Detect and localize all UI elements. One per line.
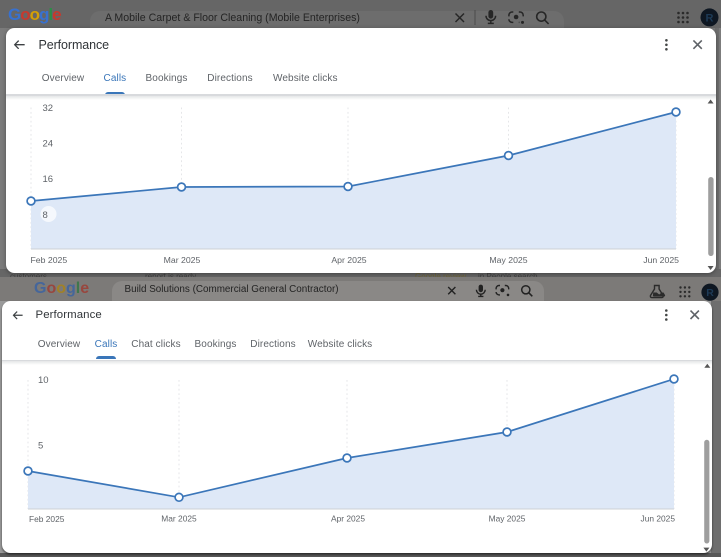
svg-text:May 2025: May 2025 xyxy=(489,514,526,524)
svg-text:R: R xyxy=(706,12,714,24)
svg-text:Jun 2025: Jun 2025 xyxy=(643,255,679,265)
svg-text:R: R xyxy=(706,287,714,299)
svg-text:Apr 2025: Apr 2025 xyxy=(331,514,365,524)
svg-text:24: 24 xyxy=(43,138,54,149)
svg-text:8: 8 xyxy=(43,210,48,221)
svg-text:Apr 2025: Apr 2025 xyxy=(331,255,366,265)
svg-text:Jun 2025: Jun 2025 xyxy=(641,514,676,524)
svg-text:Mar 2025: Mar 2025 xyxy=(164,255,201,265)
svg-text:5: 5 xyxy=(38,440,43,451)
svg-text:May 2025: May 2025 xyxy=(489,255,527,265)
svg-text:Feb 2025: Feb 2025 xyxy=(31,255,68,265)
svg-text:Feb 2025: Feb 2025 xyxy=(29,514,65,524)
svg-text:Mar 2025: Mar 2025 xyxy=(161,514,197,524)
svg-text:16: 16 xyxy=(43,174,54,185)
svg-text:10: 10 xyxy=(38,375,49,386)
svg-text:32: 32 xyxy=(43,103,54,114)
